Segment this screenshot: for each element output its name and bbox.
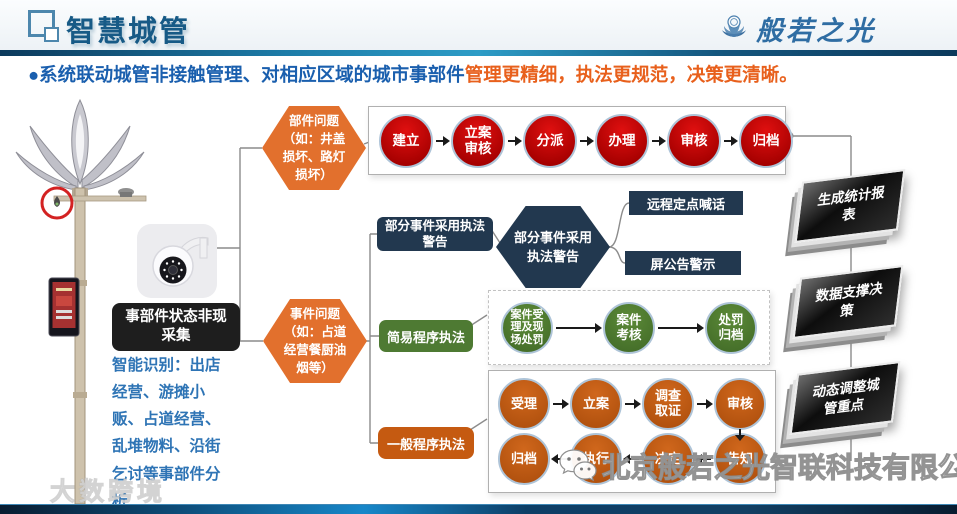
company-watermark: 北京般若之光智联科技有限公司 <box>558 446 957 486</box>
flow-step: 归档 <box>739 113 793 168</box>
bottom-bar <box>0 504 957 514</box>
header-bar: 智慧城管 般若之光 <box>0 0 957 50</box>
flow-step: 告知 <box>714 433 766 485</box>
flow-step: 受理 <box>498 378 550 430</box>
company-watermark-text: 北京般若之光智联科技有限公司 <box>601 451 957 483</box>
warning-action-speak: 远程定点喊话 <box>629 191 743 215</box>
arrow-right-icon <box>553 399 569 409</box>
arrow-right-icon <box>658 322 704 333</box>
flow-step: 决定 <box>642 433 694 485</box>
lamp-post-illustration <box>15 98 147 504</box>
arrow-right-icon <box>436 135 450 146</box>
flow-step: 审核 <box>714 378 766 430</box>
part-process-box: 建立 立案审核 分派 办理 审核 归档 <box>368 106 793 175</box>
capture-label: 事部件状态非现采集 <box>112 303 240 351</box>
flow-step: 办理 <box>595 113 649 168</box>
page-title: 智慧城管 <box>66 16 191 48</box>
arrow-right-icon <box>697 399 713 409</box>
header-divider <box>0 50 957 56</box>
flow-step: 立案审核 <box>451 113 505 168</box>
arrow-right-icon <box>556 322 602 333</box>
flow-step: 处罚归档 <box>705 301 757 354</box>
arrow-right-icon <box>652 135 666 146</box>
bullet-text: ●系统联动城管非接触管理、对相应区域的城市事部件管理更精细，执法更规范，决策更清… <box>28 61 938 87</box>
flow-step: 分派 <box>523 113 577 168</box>
site-watermark: 大数跨境 <box>10 472 166 508</box>
arrow-left-icon <box>623 454 639 464</box>
arrow-right-icon <box>580 135 594 146</box>
bullet-text-orange: 管理更精细，执法更规范，决策更清晰。 <box>464 64 798 85</box>
brand-logo: 般若之光 <box>718 9 876 48</box>
dome-camera-icon <box>152 236 209 287</box>
flow-step: 归档 <box>498 433 550 485</box>
flow-step: 建立 <box>379 113 433 168</box>
highlight-circle-icon <box>40 186 74 220</box>
simple-procedure-label: 简易程序执法 <box>379 320 473 352</box>
pole-screen-icon <box>48 277 80 337</box>
site-logo-icon <box>11 477 43 504</box>
site-watermark-text: 大数跨境 <box>49 478 167 507</box>
wechat-icon <box>559 449 597 482</box>
arrow-down-icon <box>735 429 745 441</box>
flow-step: 案件受理及现场处罚 <box>501 301 553 354</box>
bullet-text-blue: ●系统联动城管非接触管理、对相应区域的城市事部件 <box>28 64 465 85</box>
arrow-left-icon <box>695 454 711 464</box>
arrow-right-icon <box>724 135 738 146</box>
brand-name: 般若之光 <box>756 16 876 47</box>
flow-step: 案件考核 <box>603 301 655 354</box>
output-book-adjust: 动态调整城管重点 <box>789 360 901 436</box>
flow-step: 调查取证 <box>642 378 694 430</box>
title-squares-icon <box>28 10 62 44</box>
output-label: 数据支撑决策 <box>792 264 904 340</box>
output-label: 动态调整城管重点 <box>789 360 901 436</box>
warning-label: 部分事件采用执法警告 <box>377 217 493 251</box>
output-book-report: 生成统计报表 <box>794 168 906 244</box>
arrow-right-icon <box>508 135 522 146</box>
arrow-right-icon <box>625 399 641 409</box>
output-book-data: 数据支撑决策 <box>792 264 904 340</box>
flow-step: 审核 <box>667 113 721 168</box>
general-procedure-row1: 受理 立案 调查取证 审核 <box>498 378 766 430</box>
warning-action-screen: 屏公告警示 <box>625 251 741 275</box>
flow-step: 立案 <box>570 378 622 430</box>
lotus-icon <box>722 14 746 37</box>
output-label: 生成统计报表 <box>794 168 906 244</box>
general-procedure-label: 一般程序执法 <box>378 427 474 459</box>
camera-card <box>137 224 217 298</box>
simple-procedure-box: 案件受理及现场处罚 案件考核 处罚归档 <box>488 290 770 365</box>
